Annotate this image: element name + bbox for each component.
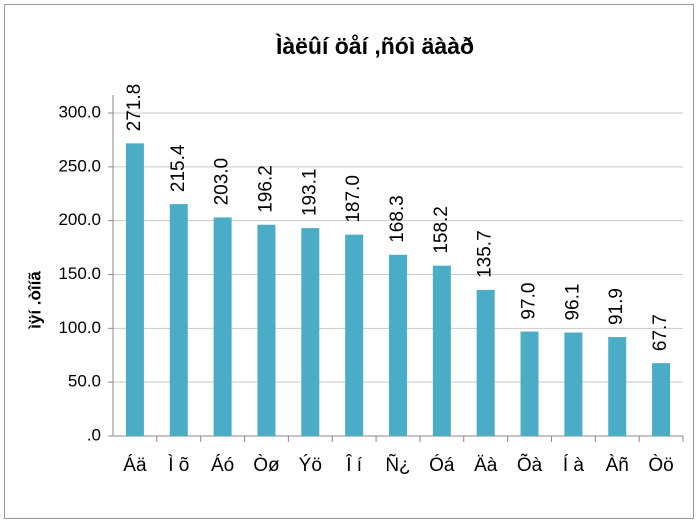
value-label: 67.7 <box>650 314 671 351</box>
y-tick-label: 50.0 <box>68 372 101 391</box>
x-tick-label: Áä <box>123 455 147 476</box>
x-tick-label: Óá <box>429 454 455 476</box>
x-tick-label: Òø <box>253 454 280 476</box>
bar <box>608 337 627 436</box>
y-tick-label: 150.0 <box>58 264 101 283</box>
bar <box>213 217 232 436</box>
value-label: 135.7 <box>475 230 496 278</box>
value-label: 271.8 <box>124 84 145 132</box>
bar <box>652 363 671 436</box>
value-label: 203.0 <box>212 158 233 206</box>
y-tick-label: 250.0 <box>58 156 101 175</box>
bar <box>257 224 276 436</box>
value-label: 193.1 <box>299 169 320 217</box>
x-tick-label: Äà <box>474 455 498 476</box>
bar <box>564 332 583 436</box>
x-tick-label: Ñ¿ <box>385 454 410 476</box>
x-tick-label: Áó <box>211 455 234 476</box>
x-tick-label: Òö <box>648 454 673 476</box>
value-label: 187.0 <box>343 175 364 223</box>
y-axis-label: ìÿí .òîíã <box>25 271 44 330</box>
bar <box>389 254 407 436</box>
bar <box>345 234 364 436</box>
y-tick-label: 200.0 <box>58 210 101 229</box>
chart-title: Ìàëûí öåí ,ñóì äààð <box>275 32 474 59</box>
value-label: 196.2 <box>255 165 276 213</box>
value-label: 215.4 <box>168 144 189 192</box>
value-label: 91.9 <box>606 288 627 325</box>
value-label: 158.2 <box>431 206 452 254</box>
x-tick-label: Ýö <box>299 455 322 476</box>
x-tick-label: Í à <box>563 455 585 476</box>
bar <box>476 289 495 436</box>
bar <box>125 143 144 436</box>
bar <box>169 204 188 436</box>
x-tick-label: Î í <box>345 454 363 476</box>
y-tick-label: 300.0 <box>58 102 101 121</box>
x-tick-label: Õà <box>517 454 543 476</box>
x-tick-label: Ì õ <box>168 455 189 476</box>
y-tick-label: 100.0 <box>58 318 101 337</box>
y-tick-label: .0 <box>87 425 101 444</box>
value-label: 168.3 <box>387 195 408 243</box>
bar <box>432 265 451 436</box>
x-tick-label: Àñ <box>606 455 629 476</box>
value-label: 96.1 <box>562 284 583 321</box>
value-label: 97.0 <box>519 283 540 320</box>
bar <box>301 228 320 436</box>
bar <box>520 331 539 436</box>
